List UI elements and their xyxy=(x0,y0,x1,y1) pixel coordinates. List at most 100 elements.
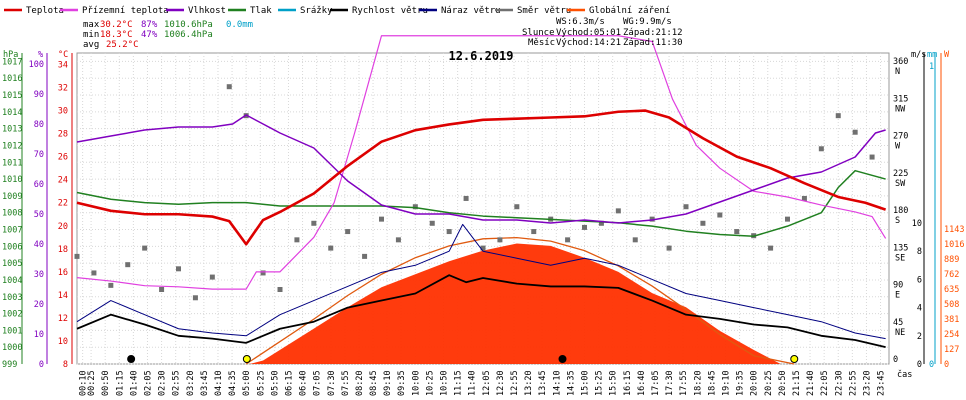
stat-avg-temp: 25.2°C xyxy=(106,40,139,50)
wind-direction-point xyxy=(91,270,97,276)
wind-direction-point xyxy=(446,229,452,235)
time-tick-label: 11:15 xyxy=(454,370,464,396)
wind-direction-point xyxy=(497,237,503,243)
time-axis-unit: čas xyxy=(897,369,912,380)
moon-label: Měsíc xyxy=(528,38,555,48)
stat-max-press: 1010.6hPa xyxy=(164,20,213,30)
moon-set: Západ:11:30 xyxy=(623,38,683,48)
time-tick-label: 11:40 xyxy=(468,370,478,396)
time-tick-label: 02:05 xyxy=(143,370,153,396)
wind-direction-point xyxy=(176,266,181,272)
time-tick-label: 22:55 xyxy=(848,370,858,396)
time-tick-label: 07:30 xyxy=(327,370,337,396)
hpa-tick-label: 1007 xyxy=(2,226,22,236)
wind-direction-point xyxy=(514,204,520,210)
series-wind-speed xyxy=(76,274,886,348)
wind-direction-point xyxy=(74,253,80,259)
legend-label: Srážky xyxy=(300,6,333,16)
wind-direction-point xyxy=(277,287,283,292)
direction-tick-number: 360 xyxy=(893,57,908,67)
direction-tick-number: 315 xyxy=(893,94,908,104)
temp-tick-label: 32 xyxy=(58,84,68,94)
hpa-tick-label: 1009 xyxy=(2,192,22,202)
wind-direction-point xyxy=(835,113,841,119)
sun-set: Západ:21:12 xyxy=(623,28,683,38)
wind-direction-point xyxy=(412,204,418,210)
time-tick-label: 21:40 xyxy=(806,370,816,396)
w-tick-label: 381 xyxy=(944,315,959,325)
stat-min-temp: 18.3°C xyxy=(100,30,133,40)
wind-direction-point xyxy=(683,204,689,210)
time-tick-label: 17:30 xyxy=(665,370,675,396)
sunset-marker xyxy=(790,355,799,363)
hpa-tick-label: 1011 xyxy=(2,158,22,168)
pct-tick-label: 90 xyxy=(34,90,44,100)
right-axis-unit: mm xyxy=(927,50,937,60)
right-axis-unit: W xyxy=(944,50,950,60)
chart-title: 12.6.2019 xyxy=(448,49,513,63)
hpa-tick-label: 1003 xyxy=(2,293,22,303)
time-tick-label: 02:55 xyxy=(172,370,182,396)
time-tick-label: 16:15 xyxy=(623,370,633,396)
stat-max-rain: 0.0mm xyxy=(226,20,253,30)
hpa-tick-label: 1014 xyxy=(2,108,22,118)
stat-max-hum: 87% xyxy=(141,20,158,30)
time-tick-label: 18:20 xyxy=(693,370,703,396)
direction-tick-label: S xyxy=(895,216,900,226)
series-pressure xyxy=(76,169,886,237)
wind-direction-point xyxy=(429,220,435,226)
pct-tick-label: 10 xyxy=(34,330,44,340)
time-tick-label: 15:00 xyxy=(581,370,591,396)
time-tick-label: 09:35 xyxy=(397,370,407,396)
stat-avg-label: avg xyxy=(83,40,99,50)
ms-tick-label: 8 xyxy=(917,247,922,257)
time-tick-label: 10:50 xyxy=(440,370,450,396)
wind-direction-point xyxy=(582,224,587,230)
time-tick-label: 13:45 xyxy=(538,370,548,396)
temp-tick-label: 14 xyxy=(58,291,68,301)
wind-direction-point xyxy=(801,195,807,201)
time-tick-label: 05:25 xyxy=(256,370,266,396)
time-tick-label: 10:25 xyxy=(425,370,435,396)
wind-direction-point xyxy=(869,154,875,160)
axes: 00:1000:25 00:50 01:15 01:40 02:05 02:30 02:55… xyxy=(2,50,964,396)
time-tick-label: 05:00 xyxy=(242,370,252,396)
pct-tick-label: 30 xyxy=(34,270,44,280)
legend-label: Vlhkost xyxy=(188,6,226,16)
hpa-tick-label: 1016 xyxy=(2,74,22,84)
wind-direction-point xyxy=(142,245,148,251)
direction-tick-label: SW xyxy=(895,179,906,189)
mm-tick-label: 0 xyxy=(929,360,934,370)
wind-direction-point xyxy=(717,212,723,218)
w-tick-label: 1016 xyxy=(944,240,964,250)
w-tick-label: 635 xyxy=(944,285,959,295)
pct-tick-label: 0 xyxy=(39,360,44,370)
wind-direction-point xyxy=(565,237,571,243)
hpa-tick-label: 1013 xyxy=(2,125,22,135)
w-tick-label: 254 xyxy=(944,330,959,340)
temp-tick-label: 20 xyxy=(58,222,68,232)
pct-tick-label: 80 xyxy=(34,120,44,130)
temp-tick-label: 16 xyxy=(58,268,68,278)
time-tick-label: 12:30 xyxy=(496,370,506,396)
direction-tick-label: NE xyxy=(895,328,905,338)
wind-direction-point xyxy=(328,245,334,251)
time-tick-label: 01:40 xyxy=(129,370,139,396)
legend-label: Tlak xyxy=(250,6,272,16)
wind-direction-point xyxy=(632,237,638,243)
wind-direction-point xyxy=(159,287,165,292)
series-temperature xyxy=(76,109,887,246)
sunrise-marker xyxy=(242,355,251,363)
direction-tick-label: E xyxy=(895,291,900,301)
wind-direction-point xyxy=(734,229,740,235)
time-tick-label: 04:35 xyxy=(228,370,238,396)
wind-direction-point xyxy=(785,216,790,222)
time-tick-label: 01:15 xyxy=(115,370,125,396)
time-tick-label: 02:30 xyxy=(158,370,168,396)
time-tick-label: 06:40 xyxy=(299,370,309,396)
pct-tick-label: 70 xyxy=(34,150,44,160)
series-radiation-area xyxy=(77,243,889,364)
temp-tick-label: 24 xyxy=(58,176,68,186)
hpa-tick-label: 1015 xyxy=(2,91,22,101)
